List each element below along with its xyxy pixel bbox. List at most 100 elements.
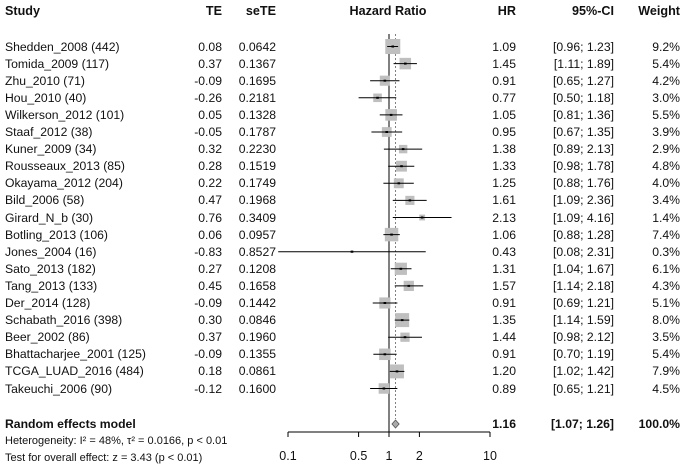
study-name: Der_2014 (128) xyxy=(5,296,91,310)
study-sete: 0.1208 xyxy=(238,261,276,276)
study-ci: [0.81; 1.36] xyxy=(553,107,614,122)
study-weight-square xyxy=(384,227,399,242)
study-weight: 4.0% xyxy=(652,176,680,191)
study-weight: 3.4% xyxy=(652,193,680,208)
study-te: -0.09 xyxy=(194,296,222,310)
x-axis-tick-label: 10 xyxy=(483,449,497,463)
study-hr: 1.25 xyxy=(492,176,516,191)
study-ci: [0.65; 1.21] xyxy=(553,381,614,396)
study-weight-square xyxy=(350,250,354,254)
study-weight: 3.0% xyxy=(652,90,680,105)
study-hr: 1.31 xyxy=(492,261,516,276)
study-name: Wilkerson_2012 (101) xyxy=(5,107,125,122)
study-hr: 1.05 xyxy=(492,107,516,122)
x-axis-tick-label: 0.1 xyxy=(279,449,296,463)
study-weight-square xyxy=(398,144,408,154)
study-te: -0.05 xyxy=(194,125,222,139)
study-weight-square xyxy=(379,348,391,361)
study-name: Bhattacharjee_2001 (125) xyxy=(5,347,146,362)
study-weight: 7.4% xyxy=(652,227,680,242)
study-sete: 0.1355 xyxy=(238,347,276,362)
x-axis-tick-label: 2 xyxy=(416,449,423,463)
study-weight: 4.2% xyxy=(652,73,680,88)
study-weight: 4.3% xyxy=(652,278,680,293)
study-weight-square xyxy=(385,39,401,54)
study-weight: 8.0% xyxy=(652,313,680,328)
study-hr: 0.91 xyxy=(492,347,516,362)
study-sete: 0.0846 xyxy=(238,313,276,328)
study-ci: [1.09; 4.16] xyxy=(553,210,614,225)
study-te: -0.12 xyxy=(194,381,222,396)
study-hr: 1.44 xyxy=(492,330,516,345)
x-axis-tick-label: 0.5 xyxy=(350,449,367,463)
study-te: -0.09 xyxy=(194,73,222,88)
study-weight: 3.5% xyxy=(652,330,680,345)
study-sete: 0.0957 xyxy=(238,227,276,242)
study-sete: 0.1968 xyxy=(238,193,276,208)
study-name: Staaf_2012 (38) xyxy=(5,125,93,139)
header-hr: HR xyxy=(497,4,516,18)
study-te: 0.37 xyxy=(198,56,222,71)
header-study: Study xyxy=(5,4,40,18)
study-hr: 1.38 xyxy=(492,142,516,157)
study-name: Rousseaux_2013 (85) xyxy=(5,159,125,174)
study-name: Okayama_2012 (204) xyxy=(5,176,123,191)
study-sete: 0.1695 xyxy=(238,73,276,88)
study-hr: 1.20 xyxy=(492,364,516,379)
study-hr: 0.77 xyxy=(492,90,516,105)
study-te: 0.76 xyxy=(198,210,222,225)
study-ci: [1.02; 1.42] xyxy=(553,364,614,379)
study-te: 0.37 xyxy=(198,330,222,345)
study-weight: 6.1% xyxy=(652,261,680,276)
study-ci: [0.65; 1.27] xyxy=(553,73,614,88)
study-weight: 5.5% xyxy=(652,107,680,122)
study-weight-square xyxy=(385,109,397,121)
study-hr: 0.43 xyxy=(492,244,516,259)
study-weight-square xyxy=(373,93,382,103)
study-weight-square xyxy=(400,332,410,342)
study-name: Shedden_2008 (442) xyxy=(5,39,120,54)
study-name: Girard_N_b (30) xyxy=(5,210,94,225)
study-sete: 0.1600 xyxy=(238,381,276,396)
study-hr: 1.61 xyxy=(492,193,516,208)
study-sete: 0.1367 xyxy=(238,56,276,71)
study-te: 0.05 xyxy=(198,107,222,122)
heterogeneity-text: Heterogeneity: I² = 48%, τ² = 0.0166, p … xyxy=(5,435,228,447)
study-te: 0.45 xyxy=(198,278,222,293)
summary-weight: 100.0% xyxy=(638,417,680,431)
study-ci: [1.14; 1.59] xyxy=(553,313,614,328)
study-te: 0.08 xyxy=(198,39,222,54)
study-ci: [1.09; 2.36] xyxy=(553,193,614,208)
study-hr: 1.09 xyxy=(492,39,516,54)
study-hr: 0.91 xyxy=(492,73,516,88)
study-weight-square xyxy=(378,383,390,394)
study-weight: 2.9% xyxy=(652,142,680,157)
header-weight: Weight xyxy=(638,4,680,18)
study-name: Sato_2013 (182) xyxy=(5,261,96,276)
study-ci: [0.69; 1.21] xyxy=(553,296,614,310)
study-ci: [0.89; 2.13] xyxy=(553,142,614,157)
study-hr: 1.33 xyxy=(492,159,516,174)
study-ci: [0.88; 1.28] xyxy=(553,227,614,242)
study-sete: 0.1787 xyxy=(238,125,276,139)
study-weight: 5.4% xyxy=(652,347,680,362)
study-sete: 0.1960 xyxy=(238,330,276,345)
header-hazard-ratio: Hazard Ratio xyxy=(349,4,427,18)
study-ci: [0.70; 1.19] xyxy=(553,347,614,362)
study-ci: [1.14; 2.18] xyxy=(553,278,614,293)
study-sete: 0.1328 xyxy=(238,107,276,122)
summary-diamond xyxy=(391,419,400,429)
study-hr: 0.89 xyxy=(492,381,516,396)
study-te: 0.06 xyxy=(198,227,222,242)
study-sete: 0.2230 xyxy=(238,142,276,157)
study-ci: [0.98; 1.78] xyxy=(553,159,614,174)
study-sete: 0.1658 xyxy=(238,278,276,293)
study-ci: [0.08; 2.31] xyxy=(553,244,614,259)
study-weight: 1.4% xyxy=(652,210,680,225)
study-te: 0.28 xyxy=(198,159,222,174)
study-name: Bild_2006 (58) xyxy=(5,193,85,208)
header-ci: 95%-CI xyxy=(572,4,614,18)
study-weight: 4.8% xyxy=(652,159,680,174)
study-weight-square xyxy=(393,178,404,189)
study-weight-square xyxy=(405,195,415,205)
